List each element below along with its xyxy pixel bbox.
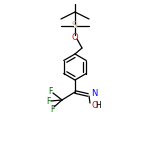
Text: Si: Si bbox=[72, 21, 78, 30]
Text: O: O bbox=[91, 102, 98, 111]
Text: N: N bbox=[91, 90, 97, 99]
Text: H: H bbox=[95, 102, 101, 111]
Text: O: O bbox=[72, 33, 78, 42]
Text: F: F bbox=[48, 87, 52, 96]
Text: F: F bbox=[50, 105, 54, 114]
Text: F: F bbox=[46, 96, 50, 105]
